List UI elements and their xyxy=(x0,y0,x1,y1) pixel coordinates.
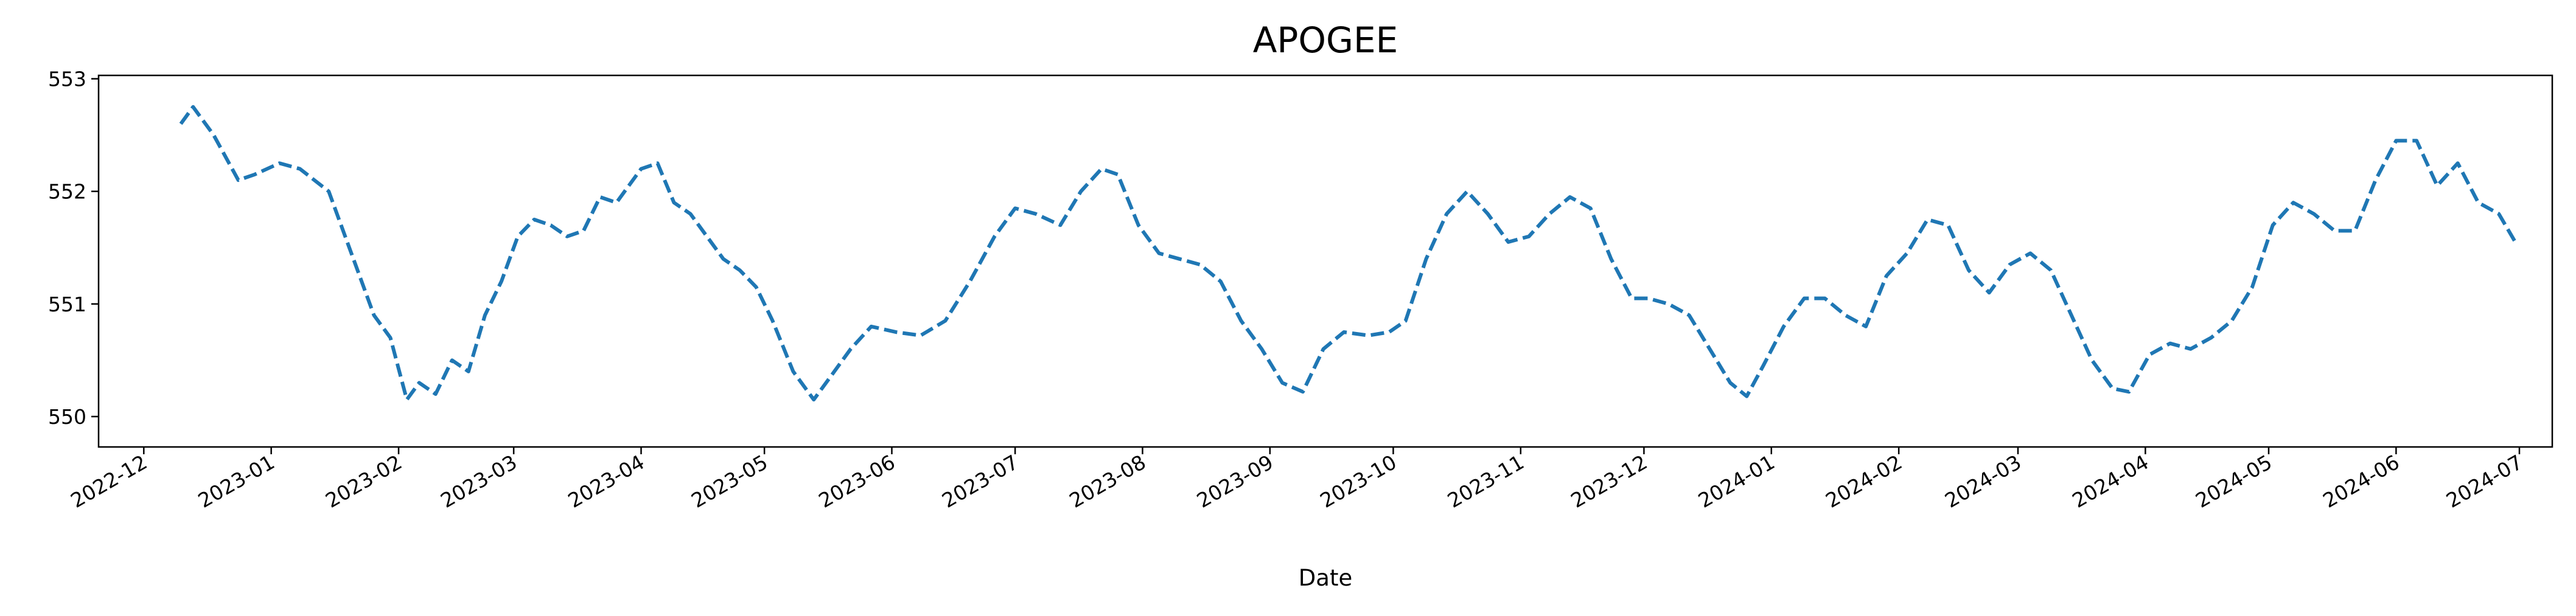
x-tick-label-18: 2024-06 xyxy=(2319,450,2403,513)
x-tick-label-2: 2023-02 xyxy=(321,450,406,513)
x-tick-label-19: 2024-07 xyxy=(2442,450,2527,513)
y-tick-label-1: 551 xyxy=(48,292,86,316)
x-tick-label-1: 2023-01 xyxy=(194,450,279,513)
x-tick-label-13: 2024-01 xyxy=(1694,450,1779,513)
x-tick-label-17: 2024-05 xyxy=(2191,450,2276,513)
x-tick-label-11: 2023-11 xyxy=(1443,450,1528,513)
x-axis: 2022-12 2023-01 2023-02 2023-03 2023-04 2023-… xyxy=(66,447,2527,513)
y-tick-label-0: 550 xyxy=(48,405,86,429)
x-tick-label-14: 2024-02 xyxy=(1821,450,1906,513)
y-axis: 550 551 552 553 xyxy=(48,67,99,429)
chart-title: APOGEE xyxy=(1253,19,1398,61)
x-tick-label-12: 2023-12 xyxy=(1567,450,1652,513)
x-tick-label-3: 2023-03 xyxy=(436,450,521,513)
x-tick-label-5: 2023-05 xyxy=(687,450,772,513)
x-tick-label-9: 2023-09 xyxy=(1193,450,1277,513)
y-tick-label-3: 553 xyxy=(48,67,86,91)
x-tick-label-8: 2023-08 xyxy=(1066,450,1150,513)
x-tick-label-7: 2023-07 xyxy=(938,450,1022,513)
plot-frame xyxy=(97,74,2553,448)
x-axis-label: Date xyxy=(1299,565,1352,591)
x-tick-label-10: 2023-10 xyxy=(1316,450,1401,513)
plot-area xyxy=(179,105,2517,402)
x-tick-label-4: 2023-04 xyxy=(564,450,649,513)
series-line-0 xyxy=(179,105,2517,402)
y-tick-label-2: 552 xyxy=(48,180,86,204)
x-tick-label-15: 2024-03 xyxy=(1941,450,2025,513)
x-tick-label-6: 2023-06 xyxy=(815,450,899,513)
x-tick-label-16: 2024-04 xyxy=(2068,450,2152,513)
x-tick-label-0: 2022-12 xyxy=(66,450,151,513)
